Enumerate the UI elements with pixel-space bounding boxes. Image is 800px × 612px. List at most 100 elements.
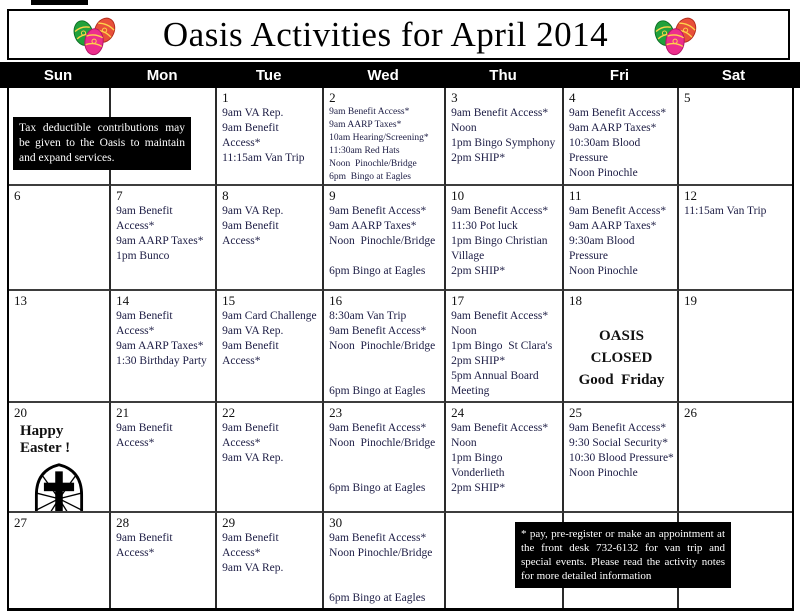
calendar-event: 9am VA Rep. (222, 562, 284, 574)
day-cell-12: 12 11:15am Van Trip (679, 186, 792, 291)
date-number: 23 (329, 405, 343, 420)
weekday-header-row: Sun Mon Tue Wed Thu Fri Sat (7, 62, 790, 88)
day-cell-22: 22 9am Benefit Access* 9am VA Rep. (217, 403, 325, 513)
date-number: 13 (14, 293, 27, 308)
day-cell-24: 24 9am Benefit Access* Noon 1pm Bingo Vonde… (446, 403, 565, 513)
calendar-event: 2pm SHIP* (451, 355, 506, 367)
calendar-event: 9am Benefit Access* (329, 532, 427, 544)
day-header-sun: Sun (43, 66, 73, 84)
day-cell-19: 19 (679, 291, 792, 403)
day-cell-2: 2 9am Benefit Access* 9am AARP Taxes* 10am … (324, 88, 447, 186)
calendar-event: 6pm Bingo at Eagles (329, 385, 426, 397)
event-spacer (329, 576, 441, 591)
calendar-event: 11:30 Pot luck (451, 220, 518, 232)
easter-eggs-icon (654, 17, 697, 55)
event-spacer (329, 561, 441, 576)
calendar-event: 9am Benefit Access* (569, 422, 667, 434)
event-spacer (329, 249, 441, 264)
calendar-event: 9am VA Rep. (222, 452, 284, 464)
day-header-fri: Fri (609, 66, 630, 84)
title-banner: Oasis Activities for April 2014 (7, 9, 790, 60)
day-cell-13: 13 (9, 291, 112, 403)
date-number: 24 (451, 405, 465, 420)
calendar-event: 9am Benefit Access* (451, 107, 549, 119)
calendar-event: 9am Benefit Access* (222, 122, 281, 149)
calendar-event: 1pm Bunco (116, 250, 170, 262)
calendar-event: 9am Benefit Access* (329, 422, 427, 434)
date-number: 27 (14, 515, 27, 530)
day-cell-15: 15 9am Card Challenge 9am VA Rep. 9am Benef… (217, 291, 325, 403)
date-number: 14 (116, 293, 130, 308)
calendar-event: 9am Benefit Access* (569, 205, 667, 217)
date-number: 11 (569, 188, 582, 203)
day-cell-7: 7 9am Benefit Access* 9am AARP Taxes* 1pm B… (111, 186, 218, 291)
easter-cross-window-icon (34, 463, 84, 511)
calendar-event: 9am Benefit Access* (222, 220, 281, 247)
day-cell-9: 9 9am Benefit Access* 9am AARP Taxes* Noon … (324, 186, 447, 291)
day-cell-28: 28 9am Benefit Access* (111, 513, 218, 608)
date-number: 2 (329, 90, 336, 105)
calendar-event: 1pm Bingo Vonderlieth (451, 452, 509, 479)
calendar-event: 11:15am Van Trip (684, 205, 767, 217)
date-number: 12 (684, 188, 697, 203)
calendar-event: Noon (451, 437, 477, 449)
day-cell-4: 4 9am Benefit Access* 9am AARP Taxes* 10:30… (564, 88, 679, 186)
calendar-event: 9am AARP Taxes* (116, 235, 204, 247)
page-title: Oasis Activities for April 2014 (162, 14, 609, 54)
day-cell-empty-w0d1 (111, 88, 218, 186)
date-number: 16 (329, 293, 343, 308)
calendar-event: 2pm SHIP* (451, 152, 506, 164)
calendar-event: Noon (451, 325, 477, 337)
day-cell-20: 20 Happy Easter ! (9, 403, 112, 513)
date-number: 5 (684, 90, 691, 105)
day-cell-6: 6 (9, 186, 112, 291)
easter-eggs-icon (73, 17, 116, 55)
date-number: 25 (569, 405, 583, 420)
calendar-event: 9am AARP Taxes* (569, 220, 657, 232)
easter-window-wrap (30, 461, 106, 511)
calendar-event: 9am Benefit Access* (222, 532, 281, 559)
date-number: 17 (451, 293, 465, 308)
day-cell-27: 27 (9, 513, 112, 608)
calendar-event: Noon (451, 122, 477, 134)
day-cell-26: 26 (679, 403, 792, 513)
calendar-event: Noon Pinochle/Bridge (329, 437, 436, 449)
calendar-event: 9am Benefit Access* (329, 107, 410, 117)
calendar-event: 10am Hearing/Screening* (329, 133, 429, 143)
date-number: 6 (14, 188, 21, 203)
calendar-event: 2pm SHIP* (451, 482, 506, 494)
calendar-event: 9am Benefit Access* (451, 310, 549, 322)
calendar-event: 1:30 Birthday Party (116, 355, 207, 367)
calendar-event: 10:30am Blood Pressure (569, 137, 644, 164)
oasis-closed-label: OASIS CLOSED Good Friday (578, 328, 665, 388)
date-number: 8 (222, 188, 229, 203)
day-cell-18: 18 OASIS CLOSED Good Friday (564, 291, 679, 403)
calendar-event: 9am AARP Taxes* (116, 340, 204, 352)
calendar-event: 9am VA Rep. (222, 205, 284, 217)
date-number: 20 (14, 405, 27, 420)
day-cell-1: 1 9am VA Rep. 9am Benefit Access* 11:15am V… (217, 88, 325, 186)
calendar-event: 1pm Bingo Symphony (451, 137, 556, 149)
date-number: 10 (451, 188, 465, 203)
day-cell-30: 30 9am Benefit Access* Noon Pinochle/Bridg… (324, 513, 447, 608)
event-spacer (329, 369, 441, 384)
calendar-event: Noon Pinochle/Bridge (329, 340, 436, 352)
calendar-event: 1pm Bingo Christian Village (451, 235, 551, 262)
day-cell-5: 5 (679, 88, 792, 186)
event-spacer (329, 466, 441, 481)
calendar-event: 9:30 Social Security* (569, 437, 669, 449)
calendar-event: 8:30am Van Trip (329, 310, 407, 322)
event-spacer (329, 451, 441, 466)
date-number: 18 (569, 293, 583, 308)
date-number: 7 (116, 188, 123, 203)
calendar-event: 6pm Bingo at Eagles (329, 172, 411, 182)
calendar-event: 9am Benefit Access* (222, 422, 281, 449)
date-number: 15 (222, 293, 236, 308)
day-header-wed: Wed (367, 66, 399, 84)
event-spacer (329, 354, 441, 369)
calendar-event: 2pm SHIP* (451, 265, 506, 277)
date-number: 4 (569, 90, 576, 105)
date-number: 21 (116, 405, 130, 420)
day-header-mon: Mon (146, 66, 178, 84)
